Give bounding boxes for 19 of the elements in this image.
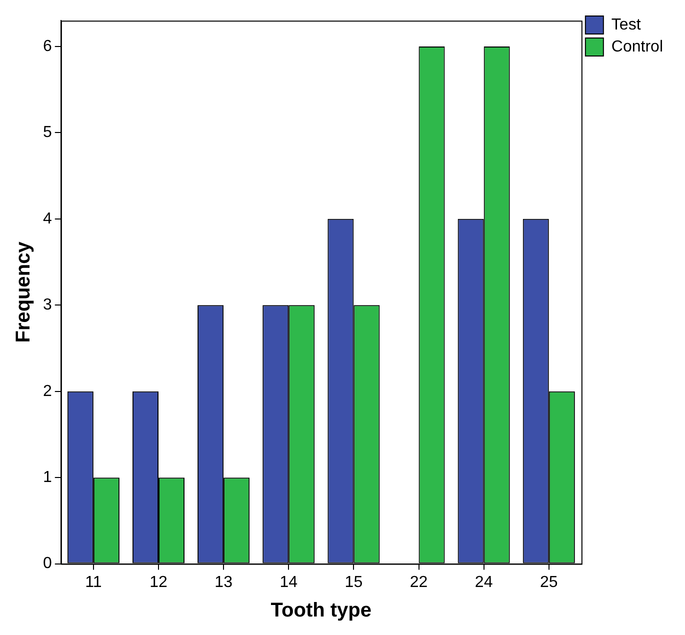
x-tick-label: 14 bbox=[280, 574, 298, 591]
y-axis-title: Frequency bbox=[12, 240, 35, 343]
y-tick-label: 4 bbox=[42, 210, 52, 228]
x-tick-label: 11 bbox=[85, 574, 102, 591]
x-tick-label: 24 bbox=[474, 574, 493, 591]
y-tick-label: 2 bbox=[42, 382, 52, 400]
legend-label: Control bbox=[611, 38, 663, 56]
x-axis-title: Tooth type bbox=[270, 600, 372, 622]
x-tick-label: 15 bbox=[344, 574, 363, 591]
x-tick-label: 12 bbox=[150, 574, 168, 591]
y-tick-label: 0 bbox=[42, 555, 52, 572]
y-tick-label: 6 bbox=[42, 38, 52, 55]
y-tick-label: 1 bbox=[42, 468, 52, 486]
y-tick-label: 5 bbox=[42, 124, 52, 142]
x-tick-label: 22 bbox=[410, 574, 428, 591]
legend-label: Test bbox=[611, 16, 642, 34]
y-tick-label: 3 bbox=[42, 296, 52, 314]
x-tick-label: 13 bbox=[214, 574, 233, 591]
x-tick-label: 25 bbox=[540, 574, 558, 591]
